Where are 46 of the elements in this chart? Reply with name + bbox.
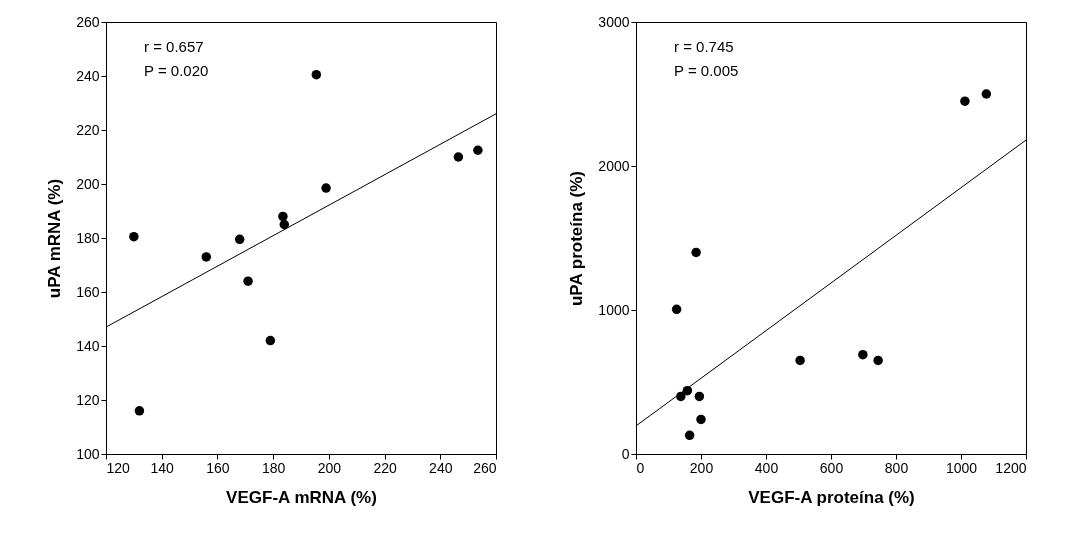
y-tick-label: 220 xyxy=(76,121,100,138)
x-tick-label: 240 xyxy=(429,459,453,476)
point xyxy=(858,349,868,360)
x-tick-label: 140 xyxy=(150,459,175,476)
x-tick-label: 0 xyxy=(636,459,645,476)
y-tick-label: 1000 xyxy=(598,301,630,318)
x-tick-label: 800 xyxy=(884,459,909,476)
point xyxy=(981,89,992,99)
y-tick-label: 200 xyxy=(76,175,100,192)
x-tick-label: 120 xyxy=(106,459,131,476)
annotation: P = 0.020 xyxy=(144,62,209,79)
x-axis-title: VEGF-A mRNA (%) xyxy=(226,487,377,507)
y-tick-label: 2000 xyxy=(598,157,630,174)
x-tick-label: 600 xyxy=(819,459,844,476)
x-tick-label: 260 xyxy=(473,459,497,476)
x-tick-label: 160 xyxy=(206,459,230,476)
y-tick-label: 260 xyxy=(76,13,100,30)
y-axis-title: uPA mRNA (%) xyxy=(45,178,65,299)
point xyxy=(960,96,970,106)
y-tick-label: 140 xyxy=(76,337,100,354)
annotation: P = 0.005 xyxy=(674,62,739,79)
x-tick-label: 400 xyxy=(754,459,779,476)
point xyxy=(694,391,705,402)
point xyxy=(691,247,701,258)
y-tick-label: 120 xyxy=(76,391,100,408)
point xyxy=(671,304,682,315)
x-tick-label: 200 xyxy=(689,459,714,476)
y-axis-title: uPA proteína (%) xyxy=(567,170,587,307)
point xyxy=(873,355,883,366)
point xyxy=(696,414,706,425)
y-tick-label: 3000 xyxy=(598,13,630,30)
x-tick-label: 220 xyxy=(373,459,397,476)
y-tick-label: 100 xyxy=(76,445,100,462)
x-tick-label: 1000 xyxy=(945,459,978,476)
x-tick-label: 1200 xyxy=(995,459,1027,476)
point xyxy=(795,355,805,366)
annotation: r = 0.745 xyxy=(674,38,734,55)
y-tick-label: 180 xyxy=(76,229,100,246)
x-tick-label: 200 xyxy=(317,459,342,476)
point xyxy=(684,430,695,441)
y-tick-label: 160 xyxy=(76,283,100,300)
annotation: r = 0.657 xyxy=(144,38,204,55)
x-axis-title: VEGF-A proteína (%) xyxy=(748,487,915,507)
y-tick-label: 240 xyxy=(76,67,100,84)
y-tick-label: 0 xyxy=(621,445,630,462)
x-tick-label: 180 xyxy=(261,459,286,476)
